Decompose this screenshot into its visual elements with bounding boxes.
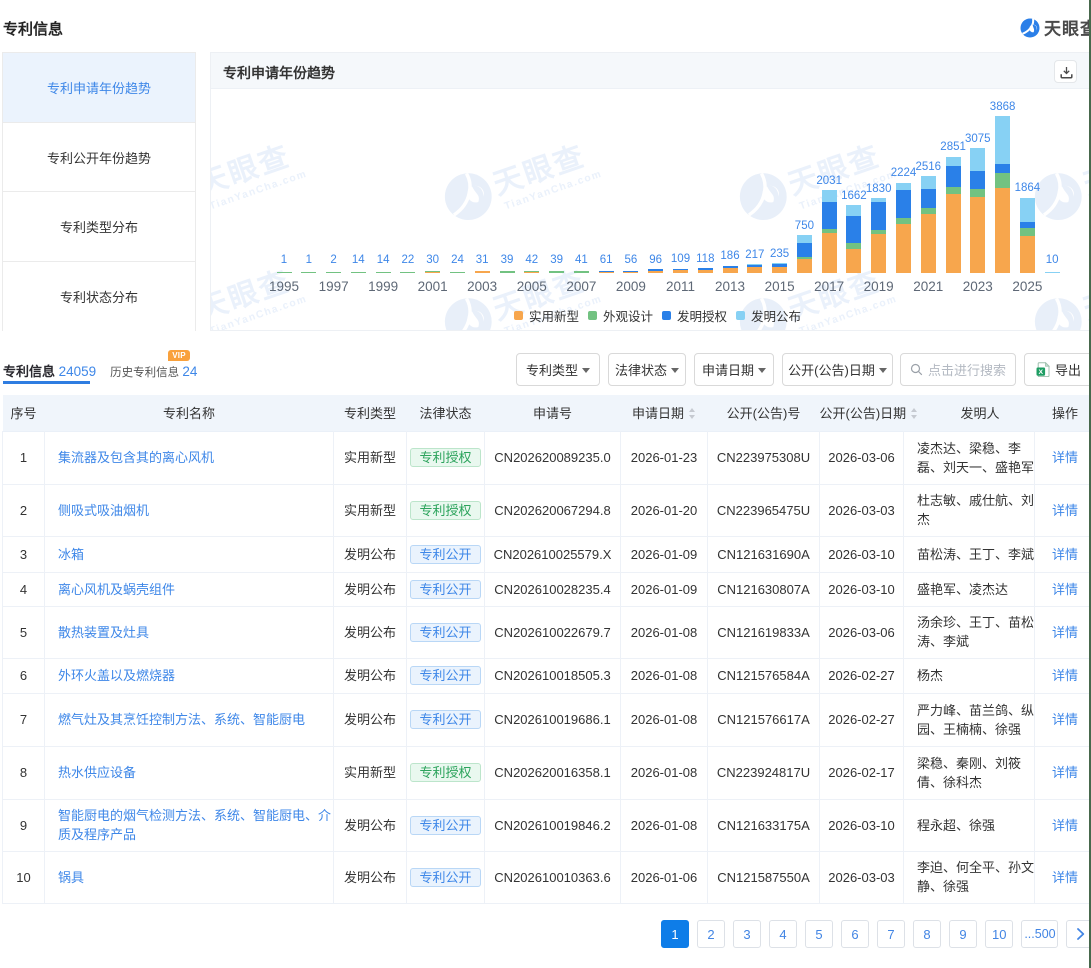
svg-text:天眼查: 天眼查: [1079, 139, 1091, 201]
svg-text:天眼查: 天眼查: [1044, 19, 1091, 39]
svg-text:X: X: [1039, 369, 1044, 376]
svg-text:天眼查: 天眼查: [1079, 264, 1091, 326]
